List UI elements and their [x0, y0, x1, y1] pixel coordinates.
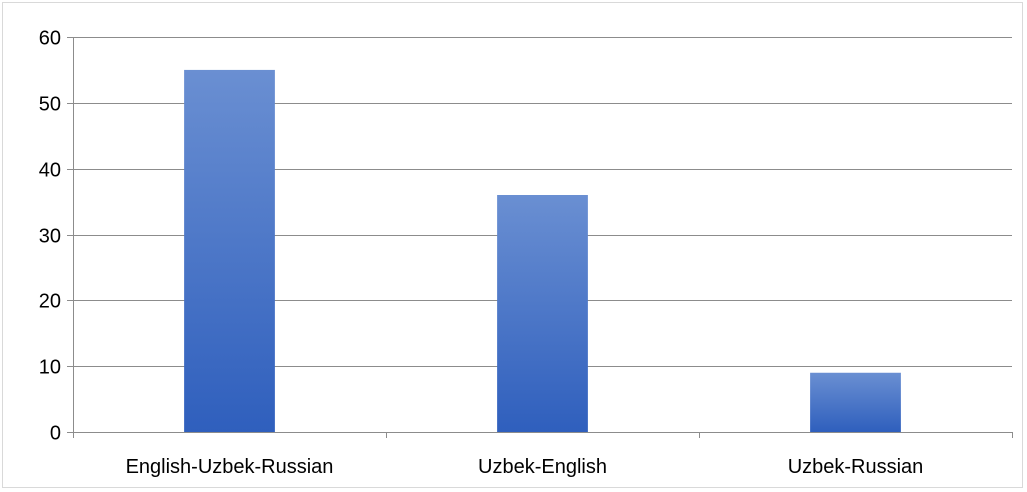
- y-tick-label: 50: [39, 94, 61, 116]
- bars: [184, 69, 901, 433]
- y-tick-label: 0: [50, 423, 61, 445]
- y-tick-label: 20: [39, 291, 61, 313]
- x-tick-label: English-Uzbek-Russian: [126, 456, 334, 478]
- bar-uzbek-russian: [810, 372, 901, 432]
- bar-english-uzbek-russian: [184, 69, 275, 433]
- y-tick-label: 30: [39, 226, 61, 248]
- axes: [67, 37, 1013, 438]
- bar-uzbek-english: [497, 195, 588, 432]
- y-tick-label: 40: [39, 160, 61, 182]
- x-tick-label: Uzbek-Russian: [788, 456, 924, 478]
- y-tick-label: 60: [39, 28, 61, 50]
- x-tick-label: Uzbek-English: [478, 456, 607, 478]
- y-tick-label: 10: [39, 357, 61, 379]
- tick-labels: 0 10 20 30 40 50 60 English-Uzbek-Russian Uzbek-…: [39, 28, 924, 479]
